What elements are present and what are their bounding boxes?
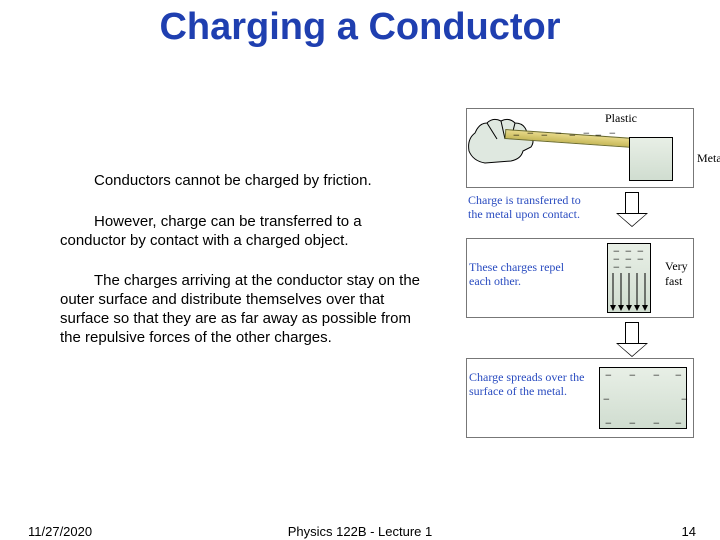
- metal-box-1: [629, 137, 673, 181]
- caption-2: These charges repel each other.: [469, 261, 579, 289]
- very-fast-label: Very fast: [665, 259, 695, 289]
- metal-label: Metal: [697, 151, 720, 166]
- slide-title: Charging a Conductor: [0, 6, 720, 49]
- caption-3: Charge spreads over the surface of the m…: [469, 371, 589, 399]
- arrow-down-icon: [616, 192, 648, 226]
- footer-page-number: 14: [682, 524, 696, 539]
- figure-panel-3: Charge spreads over the surface of the m…: [466, 358, 694, 438]
- slide: Charging a Conductor Conductors cannot b…: [0, 0, 720, 540]
- footer-center: Physics 122B - Lecture 1: [0, 524, 720, 539]
- figure-panel-2: These charges repel each other. −−−−−−−−…: [466, 238, 694, 318]
- body-text-block: Conductors cannot be charged by friction…: [60, 172, 430, 369]
- figure-column: Plastic Metal −−−−−−−− Charge is transfe…: [466, 108, 700, 442]
- arrow-down-icon: [616, 322, 648, 356]
- paragraph-1: Conductors cannot be charged by friction…: [60, 172, 430, 191]
- rod-label: Plastic: [605, 111, 637, 126]
- paragraph-3: The charges arriving at the conductor st…: [60, 272, 430, 347]
- caption-1: Charge is transferred to the metal upon …: [468, 194, 588, 222]
- figure-panel-1: Plastic Metal −−−−−−−−: [466, 108, 694, 188]
- motion-lines-icon: [607, 243, 651, 313]
- paragraph-2: However, charge can be transferred to a …: [60, 213, 430, 251]
- metal-box-3: [599, 367, 687, 429]
- hand-icon: [465, 111, 539, 171]
